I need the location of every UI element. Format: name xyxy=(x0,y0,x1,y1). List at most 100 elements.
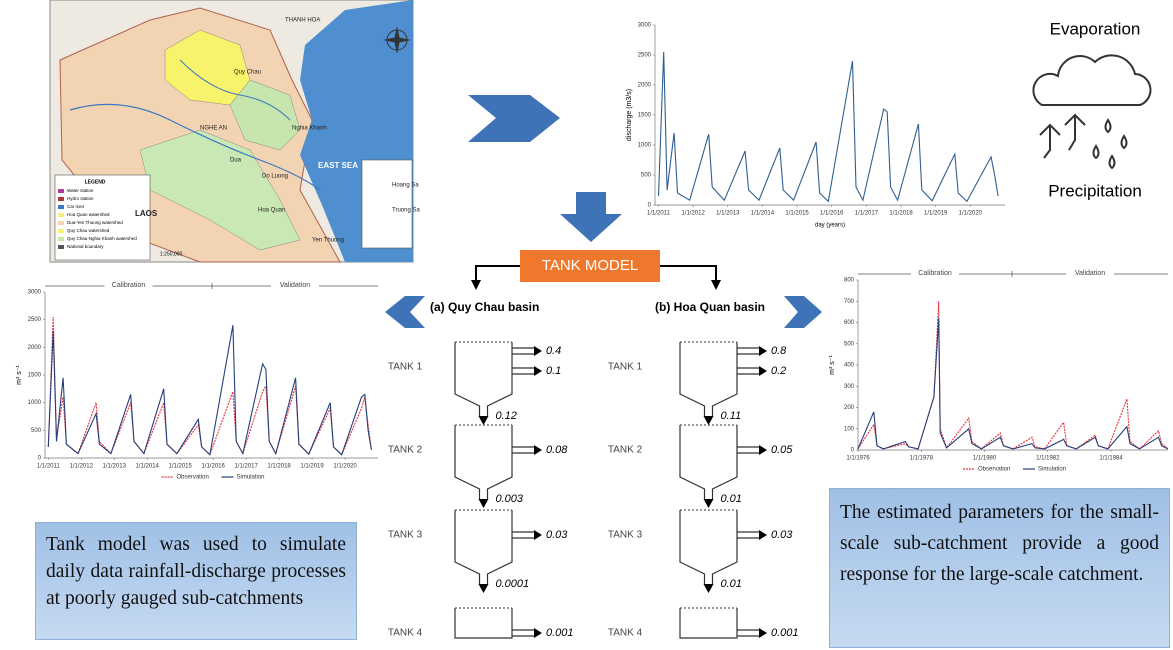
legend-item: Water station xyxy=(67,188,94,193)
place-label: Dua xyxy=(230,158,242,164)
tank-label: TANK 1 xyxy=(608,362,643,373)
side-coefficient: 0.08 xyxy=(546,444,568,456)
legend-item: Hoa Quan watershed xyxy=(67,212,110,217)
legend-swatch xyxy=(58,205,64,209)
y-tick-label: 1500 xyxy=(28,373,42,379)
side-coefficient: 0.001 xyxy=(771,627,799,639)
x-tick-label: 1/1/2013 xyxy=(103,464,127,470)
bottom-coefficient: 0.0001 xyxy=(496,578,530,590)
side-outlet xyxy=(737,629,759,637)
basin-label: (a) Quy Chau basin xyxy=(430,300,539,314)
x-tick-label: 1/1/2019 xyxy=(300,464,324,470)
map-scale: 1:250,000 xyxy=(160,251,182,257)
side-coefficient: 0.4 xyxy=(546,345,561,357)
period-label-bg xyxy=(271,280,319,290)
tank-label: TANK 2 xyxy=(608,445,643,456)
tank-wall xyxy=(454,425,513,499)
y-tick-label: 1000 xyxy=(28,400,42,406)
period-label: Validation xyxy=(1075,270,1105,277)
side-outlet xyxy=(512,629,534,637)
x-tick-label: 1/1/2019 xyxy=(924,211,948,217)
outlet-arrow xyxy=(534,346,542,356)
tank-wall xyxy=(454,342,513,416)
place-label: Hoang Sa xyxy=(392,183,419,189)
tank-label: TANK 4 xyxy=(388,628,423,639)
legend-box xyxy=(54,174,151,261)
connector xyxy=(475,265,717,282)
place-label: Truong Sa xyxy=(392,208,420,214)
x-tick-label: 1/1/1980 xyxy=(973,456,997,462)
side-coefficient: 0.1 xyxy=(546,365,561,377)
y-tick-label: 2500 xyxy=(28,317,42,323)
period-arrow xyxy=(45,283,378,289)
side-outlet xyxy=(512,367,534,375)
legend-label: Simulation xyxy=(1038,467,1066,473)
right-note: The estimated parameters for the small-s… xyxy=(829,488,1170,648)
outlet-arrow xyxy=(759,346,767,356)
chevron-right xyxy=(468,95,560,142)
place-label: Hoa Quan xyxy=(258,208,285,214)
series-line xyxy=(857,301,1169,450)
y-tick-label: 500 xyxy=(31,428,42,434)
place-label: EAST SEA xyxy=(318,161,358,170)
y-tick-label: 500 xyxy=(844,341,855,347)
side-coefficient: 0.03 xyxy=(546,529,568,541)
side-outlet xyxy=(737,347,759,355)
side-coefficient: 0.001 xyxy=(546,627,574,639)
place-label: Quy Chau xyxy=(234,70,261,76)
legend-swatch xyxy=(58,189,64,193)
x-tick-label: 1/1/2015 xyxy=(785,211,809,217)
series-line xyxy=(857,318,1169,450)
y-tick-label: 0 xyxy=(648,203,652,209)
series-line xyxy=(47,316,372,456)
y-tick-label: 2000 xyxy=(28,345,42,351)
y-axis-label: m³ s⁻¹ xyxy=(829,355,836,375)
x-tick-label: 1/1/2014 xyxy=(751,211,775,217)
legend-swatch xyxy=(58,213,64,217)
legend-swatch xyxy=(58,221,64,225)
outlet-arrow xyxy=(759,445,767,455)
outlet-arrow xyxy=(534,366,542,376)
legend-label: Simulation xyxy=(237,475,265,481)
side-coefficient: 0.2 xyxy=(771,365,786,377)
map xyxy=(49,0,414,263)
legend-item: National boundary xyxy=(67,244,104,249)
axis xyxy=(654,25,1005,206)
watershed xyxy=(229,79,301,151)
x-tick-label: 1/1/1976 xyxy=(846,456,870,462)
place-label: Do Luong xyxy=(262,174,288,180)
legend-item: Quy Chau-Nghia Khanh watershed xyxy=(67,236,137,241)
side-outlet xyxy=(512,347,534,355)
bottom-coefficient: 0.003 xyxy=(496,493,524,505)
y-axis-label: discharge (m3/s) xyxy=(626,89,633,141)
x-tick-label: 1/1/2020 xyxy=(333,464,357,470)
y-tick-label: 200 xyxy=(844,405,855,411)
x-tick-label: 1/1/2012 xyxy=(681,211,705,217)
tank-label: TANK 2 xyxy=(388,445,423,456)
y-axis-label: m³ s⁻¹ xyxy=(16,365,23,385)
y-tick-label: 500 xyxy=(641,173,652,179)
y-tick-label: 700 xyxy=(844,299,855,305)
place-label: Yen Thuong xyxy=(312,238,344,244)
x-tick-label: 1/1/2020 xyxy=(959,211,983,217)
legend-item: Car river xyxy=(67,204,85,209)
bottom-coefficient: 0.01 xyxy=(721,493,742,505)
y-tick-label: 300 xyxy=(844,384,855,390)
compass xyxy=(383,26,411,54)
tank-label: TANK 4 xyxy=(608,628,643,639)
bottom-coefficient: 0.11 xyxy=(721,410,742,422)
outlet-arrow xyxy=(478,584,489,593)
legend-swatch xyxy=(58,237,64,241)
x-tick-label: 1/1/2011 xyxy=(37,464,61,470)
y-tick-label: 100 xyxy=(844,426,855,432)
tank-label: TANK 1 xyxy=(388,362,423,373)
x-tick-label: 1/1/2013 xyxy=(716,211,740,217)
period-label: Calibration xyxy=(112,282,146,289)
left-note: Tank model was used to simulate daily da… xyxy=(35,522,357,640)
river xyxy=(179,59,291,121)
outlet-arrow xyxy=(478,499,489,508)
y-tick-label: 0 xyxy=(851,448,855,454)
x-tick-label: 1/1/2016 xyxy=(820,211,844,217)
y-tick-label: 800 xyxy=(844,278,855,284)
